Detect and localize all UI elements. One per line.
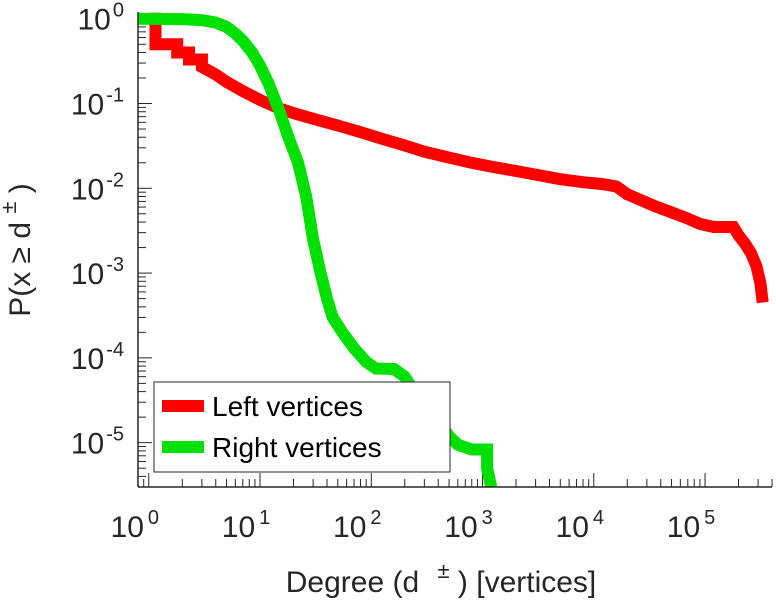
legend-label-left-vertices: Left vertices: [212, 391, 363, 422]
y-tick-label: 10 -3: [71, 254, 124, 291]
x-tick-label: 10 3: [444, 507, 493, 544]
y-tick-label: 10 -4: [71, 339, 124, 376]
x-tick-label: 10 1: [222, 507, 271, 544]
y-axis-title-sup: ±: [0, 202, 21, 214]
y-tick-label: 10 -5: [71, 424, 124, 461]
x-tick-label: 10 5: [667, 507, 716, 544]
x-tick-label: 10 4: [556, 507, 605, 544]
x-tick-label: 10 2: [333, 507, 382, 544]
legend-label-right-vertices: Right vertices: [212, 432, 382, 463]
x-tick-labels: 10 0 10 1 10 2 10 3 10 4 10 5: [111, 507, 716, 544]
x-axis-title-sup: ±: [437, 558, 449, 583]
legend-box: [153, 381, 451, 473]
legend: Left vertices Right vertices: [153, 381, 451, 473]
x-axis-title-prefix: Degree (d: [286, 566, 419, 599]
y-axis-title-suffix: ): [4, 183, 37, 193]
y-axis-title: P(x ≥ d ± ): [0, 183, 37, 317]
x-tick-label: 10 0: [111, 507, 160, 544]
x-axis-title: Degree (d ± ) [vertices]: [286, 552, 597, 599]
y-tick-label: 10 0: [78, 0, 125, 37]
x-axis-title-suffix: ) [vertices]: [458, 566, 596, 599]
y-axis-title-prefix: P(x ≥ d: [4, 222, 37, 317]
series-line-left-vertices: [148, 12, 769, 304]
y-tick-label: 10 -2: [71, 169, 124, 206]
y-tick-label: 10 -1: [71, 85, 124, 122]
